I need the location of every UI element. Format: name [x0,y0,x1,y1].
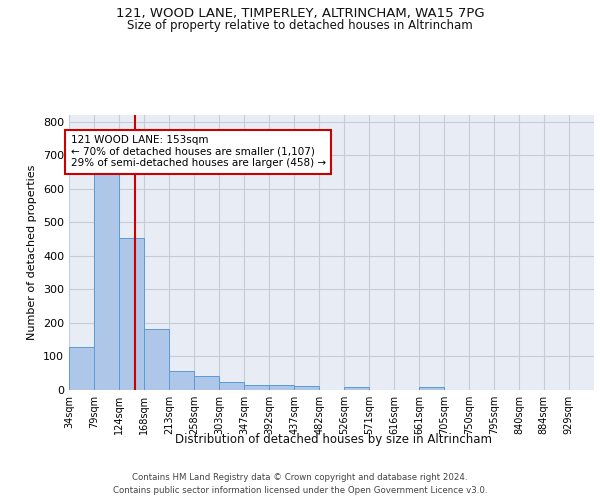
Bar [119,238,144,390]
Text: Distribution of detached houses by size in Altrincham: Distribution of detached houses by size … [175,432,491,446]
Y-axis label: Number of detached properties: Number of detached properties [28,165,37,340]
Bar [194,376,219,390]
Bar [69,347,94,390]
Text: 121, WOOD LANE, TIMPERLEY, ALTRINCHAM, WA15 7PG: 121, WOOD LANE, TIMPERLEY, ALTRINCHAM, W… [116,8,484,20]
Text: Size of property relative to detached houses in Altrincham: Size of property relative to detached ho… [127,18,473,32]
Text: 121 WOOD LANE: 153sqm
← 70% of detached houses are smaller (1,107)
29% of semi-d: 121 WOOD LANE: 153sqm ← 70% of detached … [71,135,326,168]
Bar [219,382,244,390]
Text: Contains HM Land Registry data © Crown copyright and database right 2024.
Contai: Contains HM Land Registry data © Crown c… [113,474,487,495]
Bar [269,386,294,390]
Bar [144,328,169,390]
Bar [294,386,319,390]
Bar [244,386,269,390]
Bar [419,387,444,390]
Bar [94,170,119,390]
Bar [169,370,194,390]
Bar [344,388,369,390]
